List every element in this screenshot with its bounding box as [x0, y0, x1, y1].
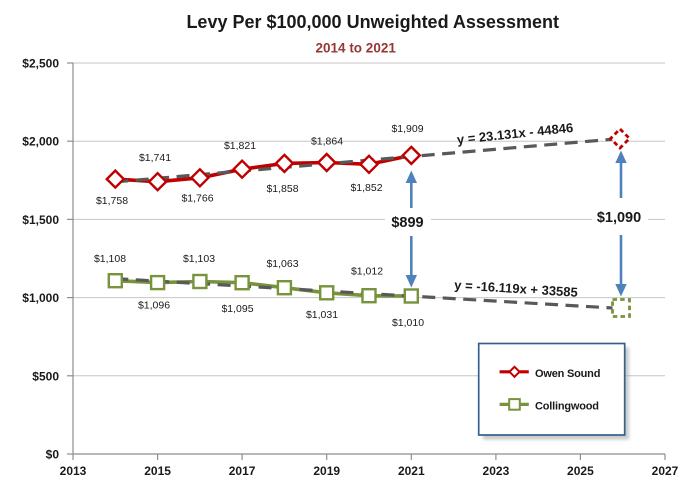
- svg-text:$1,500: $1,500: [22, 213, 59, 227]
- svg-text:$1,864: $1,864: [311, 136, 343, 148]
- svg-text:2023: 2023: [483, 464, 510, 478]
- svg-text:2019: 2019: [313, 464, 340, 478]
- svg-text:2025: 2025: [567, 464, 594, 478]
- svg-text:y = -16.119x + 33585: y = -16.119x + 33585: [454, 277, 578, 300]
- svg-text:2021: 2021: [398, 464, 425, 478]
- svg-text:$1,758: $1,758: [96, 195, 128, 207]
- svg-text:$1,821: $1,821: [224, 140, 256, 152]
- svg-text:$500: $500: [32, 369, 59, 383]
- svg-text:$1,852: $1,852: [350, 182, 382, 194]
- svg-text:$1,858: $1,858: [266, 183, 298, 195]
- svg-text:2017: 2017: [229, 464, 256, 478]
- svg-text:$1,010: $1,010: [392, 317, 424, 329]
- svg-text:$1,095: $1,095: [221, 303, 253, 315]
- svg-text:$1,103: $1,103: [183, 253, 215, 265]
- svg-text:$1,000: $1,000: [22, 291, 59, 305]
- svg-text:2027: 2027: [652, 464, 679, 478]
- svg-text:Collingwood: Collingwood: [535, 400, 599, 412]
- svg-text:$1,108: $1,108: [94, 253, 126, 265]
- svg-text:$1,090: $1,090: [597, 210, 641, 226]
- svg-text:$2,500: $2,500: [22, 57, 59, 71]
- svg-text:$1,063: $1,063: [266, 258, 298, 270]
- svg-text:2014 to 2021: 2014 to 2021: [316, 41, 397, 56]
- svg-text:$899: $899: [391, 215, 423, 231]
- svg-text:$2,000: $2,000: [22, 135, 59, 149]
- svg-text:$1,741: $1,741: [139, 152, 171, 164]
- svg-text:$1,012: $1,012: [351, 266, 383, 278]
- svg-text:Levy Per $100,000 Unweighted A: Levy Per $100,000 Unweighted Assessment: [186, 12, 559, 32]
- svg-text:Owen Sound: Owen Sound: [535, 368, 600, 380]
- svg-text:2013: 2013: [60, 464, 87, 478]
- svg-text:$1,909: $1,909: [391, 123, 423, 135]
- svg-text:2015: 2015: [144, 464, 171, 478]
- svg-text:$1,766: $1,766: [181, 193, 213, 205]
- svg-text:$0: $0: [46, 448, 60, 462]
- svg-text:$1,031: $1,031: [306, 309, 338, 321]
- svg-text:$1,096: $1,096: [138, 300, 170, 312]
